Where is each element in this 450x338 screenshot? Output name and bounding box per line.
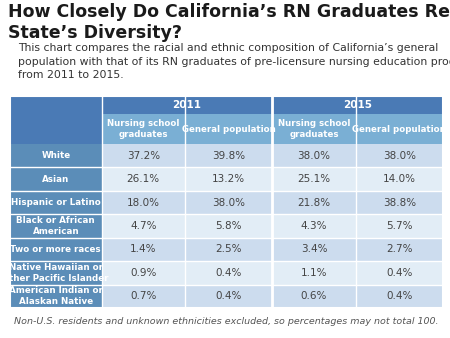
Bar [272,167,356,191]
Bar [10,261,102,285]
Text: 39.8%: 39.8% [212,151,245,161]
Bar [102,96,272,114]
Bar [10,114,102,144]
Bar [10,96,102,114]
Text: Non-U.S. residents and unknown ethnicities excluded, so percentages may not tota: Non-U.S. residents and unknown ethniciti… [14,317,439,327]
Bar [10,238,102,261]
Text: 38.0%: 38.0% [383,151,416,161]
Bar [356,167,443,191]
Text: 4.3%: 4.3% [301,221,327,231]
Text: How Closely Do California’s RN Graduates Reflect the
State’s Diversity?: How Closely Do California’s RN Graduates… [8,3,450,43]
Text: White: White [41,151,70,160]
Bar [185,167,272,191]
Text: 25.1%: 25.1% [297,174,330,184]
Bar [356,114,443,144]
Bar [185,261,272,285]
Text: 5.8%: 5.8% [216,221,242,231]
Bar [102,261,185,285]
Bar [356,144,443,167]
Bar [185,285,272,308]
Text: 2015: 2015 [343,100,372,110]
Bar [102,114,185,144]
Bar [272,238,356,261]
Bar [185,214,272,238]
Bar [185,144,272,167]
Bar [272,214,356,238]
Text: 0.4%: 0.4% [386,268,413,278]
Bar [272,114,356,144]
Bar [10,285,102,308]
Text: 2.5%: 2.5% [216,244,242,255]
Text: 14.0%: 14.0% [383,174,416,184]
Bar [10,144,102,167]
Bar [10,167,102,191]
Text: Black or African
American: Black or African American [17,216,95,236]
Text: Native Hawaiian or
other Pacific Islander: Native Hawaiian or other Pacific Islande… [3,263,108,283]
Text: Nursing school
graduates: Nursing school graduates [278,119,350,139]
Text: Asian: Asian [42,175,69,184]
Bar [10,96,443,308]
Text: General population: General population [182,124,275,134]
Bar [272,261,356,285]
Text: Nursing school
graduates: Nursing school graduates [107,119,180,139]
Text: 38.0%: 38.0% [212,198,245,208]
Bar [356,191,443,214]
Bar [272,191,356,214]
Text: 1.4%: 1.4% [130,244,157,255]
Text: 0.9%: 0.9% [130,268,157,278]
Bar [102,167,185,191]
Bar [102,285,185,308]
Text: 2011: 2011 [172,100,202,110]
Bar [356,238,443,261]
Text: Two or more races: Two or more races [10,245,101,254]
Text: 0.7%: 0.7% [130,291,157,301]
Text: 18.0%: 18.0% [127,198,160,208]
Bar [10,191,102,214]
Text: 1.1%: 1.1% [301,268,327,278]
Text: This chart compares the racial and ethnic composition of California’s general
po: This chart compares the racial and ethni… [18,43,450,80]
Text: 0.4%: 0.4% [386,291,413,301]
Bar [356,214,443,238]
Bar [185,238,272,261]
Text: General population: General population [352,124,446,134]
Text: 5.7%: 5.7% [386,221,413,231]
Text: 3.4%: 3.4% [301,244,327,255]
Text: 2.7%: 2.7% [386,244,413,255]
Text: 21.8%: 21.8% [297,198,330,208]
Bar [185,191,272,214]
Text: 38.8%: 38.8% [382,198,416,208]
Bar [356,285,443,308]
Text: 0.4%: 0.4% [216,268,242,278]
Text: 26.1%: 26.1% [126,174,160,184]
Text: 0.4%: 0.4% [216,291,242,301]
Text: American Indian or
Alaskan Native: American Indian or Alaskan Native [9,286,103,306]
Bar [356,261,443,285]
Bar [10,214,102,238]
Bar [102,144,185,167]
Text: Hispanic or Latino: Hispanic or Latino [11,198,101,207]
Bar [272,285,356,308]
Text: 4.7%: 4.7% [130,221,157,231]
Text: 38.0%: 38.0% [297,151,330,161]
Bar [102,191,185,214]
Bar [102,214,185,238]
Bar [102,238,185,261]
Bar [272,144,356,167]
Bar [272,96,443,114]
Text: 37.2%: 37.2% [126,151,160,161]
Bar [185,114,272,144]
Text: 13.2%: 13.2% [212,174,245,184]
Text: 0.6%: 0.6% [301,291,327,301]
